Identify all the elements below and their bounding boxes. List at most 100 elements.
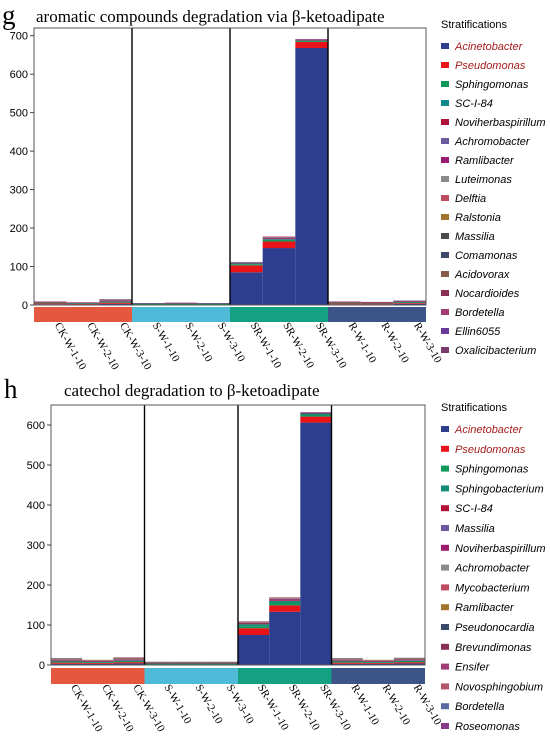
bar-segment xyxy=(175,661,207,663)
bar-segment xyxy=(331,659,363,660)
bar-segment xyxy=(99,301,132,303)
bar-segment xyxy=(300,415,332,417)
legend-label: Mycobacterium xyxy=(455,582,530,594)
bar-segment xyxy=(113,660,145,661)
legend-swatch xyxy=(441,703,449,710)
bar-segment xyxy=(269,598,301,599)
bar-segment xyxy=(238,626,270,629)
bar-segment xyxy=(230,264,263,266)
bar-segment xyxy=(82,660,114,661)
bar-segment xyxy=(206,662,238,663)
bar-segment xyxy=(238,624,270,627)
plot-frame xyxy=(50,404,426,666)
legend-swatch xyxy=(441,43,449,49)
bar-segment xyxy=(362,660,394,662)
bar-segment xyxy=(66,302,100,304)
bar-segment xyxy=(99,299,132,300)
x-tick-label: S-W-3-10 xyxy=(224,683,256,727)
bar-segment xyxy=(328,303,361,305)
bar-segment xyxy=(328,302,361,303)
legend-label: Sphingomonas xyxy=(455,79,529,91)
x-tick-label: SR-W-2-10 xyxy=(286,683,322,733)
bar-segment xyxy=(206,663,238,664)
bar-segment xyxy=(113,658,145,659)
legend-swatch xyxy=(441,683,449,690)
bar-segment xyxy=(51,659,83,660)
bar-segment xyxy=(99,299,132,301)
bar-segment xyxy=(331,663,363,665)
bar-segment xyxy=(238,621,270,622)
bar-segment xyxy=(66,302,100,303)
bar-segment xyxy=(262,239,296,242)
legend-label: Sphingomonas xyxy=(455,464,529,476)
chart-title: catechol degradation to β-ketoadipate xyxy=(64,381,320,400)
bar-segment xyxy=(164,303,198,305)
y-tick-label: 0 xyxy=(22,300,28,312)
bar-segment xyxy=(175,662,207,663)
bar-segment xyxy=(295,41,328,49)
legend-swatch xyxy=(441,643,449,650)
legend-label: Comamonas xyxy=(455,250,518,262)
legend-label: Oxalicibacterium xyxy=(455,345,536,357)
x-tick-label: S-W-3-10 xyxy=(215,321,247,365)
y-tick-label: 600 xyxy=(10,69,28,81)
legend-label: Luteimonas xyxy=(455,174,512,186)
bar-segment xyxy=(197,303,230,304)
legend-swatch xyxy=(441,445,449,452)
legend-swatch xyxy=(441,233,449,239)
bar-segment xyxy=(262,239,296,240)
bar-segment xyxy=(300,422,332,665)
chart-title: aromatic compounds degradation via β-ket… xyxy=(36,7,385,26)
legend-label: Noviherbaspirillum xyxy=(455,543,545,555)
bar-segment xyxy=(175,663,207,664)
bar-segment xyxy=(269,605,301,612)
bar-segment xyxy=(144,663,176,665)
bar-segment xyxy=(393,301,426,302)
bar-segment xyxy=(82,662,114,663)
bar-segment xyxy=(99,300,132,301)
bar-segment xyxy=(393,660,425,661)
bar-segment xyxy=(113,659,145,660)
bar-segment xyxy=(393,300,426,301)
bar-segment xyxy=(262,237,296,238)
bar-segment xyxy=(238,622,270,624)
x-tick-label: R-W-2-10 xyxy=(378,321,411,366)
bar-segment xyxy=(175,662,207,664)
bar-segment xyxy=(132,303,165,304)
legend-label: Nocardioides xyxy=(455,288,520,300)
x-tick-label: S-W-2-10 xyxy=(182,321,214,365)
bar-segment xyxy=(331,658,363,660)
bar-segment xyxy=(51,660,83,662)
bar-segment xyxy=(206,661,238,663)
bar-segment xyxy=(295,40,328,41)
legend-swatch xyxy=(441,465,449,472)
legend-label: Achromobacter xyxy=(454,563,531,575)
bar-segment xyxy=(113,663,145,665)
bar-segment xyxy=(238,635,270,665)
bar-segment xyxy=(230,263,263,265)
bar-segment xyxy=(230,261,263,263)
y-tick-label: 400 xyxy=(10,146,28,158)
y-tick-label: 500 xyxy=(27,460,45,472)
bar-segment xyxy=(269,599,301,601)
legend-swatch xyxy=(441,271,449,277)
bar-segment xyxy=(99,303,132,305)
group-band xyxy=(34,307,132,322)
bar-segment xyxy=(82,661,114,662)
bar-segment xyxy=(132,303,165,305)
legend-label: Delftia xyxy=(455,193,486,205)
bar-segment xyxy=(197,303,230,304)
bar-segment xyxy=(300,413,332,415)
bar-segment xyxy=(230,265,263,273)
bar-segment xyxy=(144,662,176,664)
bar-segment xyxy=(360,301,394,303)
bar-segment xyxy=(51,662,83,664)
x-tick-label: R-W-3-10 xyxy=(411,683,444,728)
bar-segment xyxy=(82,663,114,665)
legend-label: Pseudonocardia xyxy=(455,622,535,634)
legend-label: Pseudomonas xyxy=(455,444,526,456)
legend-swatch xyxy=(441,214,449,220)
legend-label: Pseudomonas xyxy=(455,60,526,72)
bar-segment xyxy=(66,303,100,304)
